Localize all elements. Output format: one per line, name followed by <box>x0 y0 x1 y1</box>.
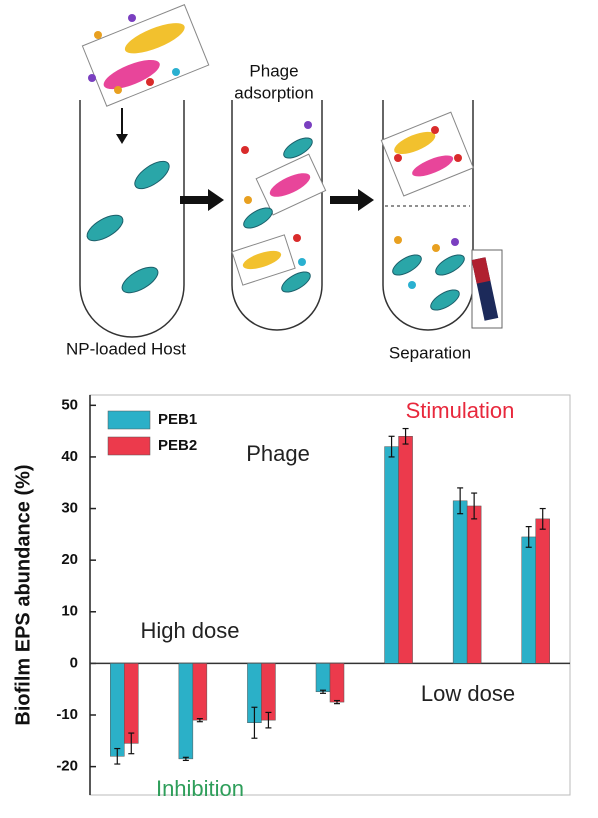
y-tick-label: -20 <box>56 758 78 775</box>
error-bar <box>114 747 121 765</box>
bar <box>452 500 468 664</box>
y-tick-label: 10 <box>61 603 78 620</box>
y-tick-label: 20 <box>61 551 78 568</box>
bar <box>521 536 536 664</box>
bar <box>261 663 276 721</box>
y-tick-label: -10 <box>56 706 78 723</box>
annotation: High dose <box>140 618 239 643</box>
bar <box>110 663 125 757</box>
phages <box>88 14 462 289</box>
bar <box>315 663 331 693</box>
panel <box>231 234 296 286</box>
diagram-label: NP-loaded Host <box>66 339 186 358</box>
error-bar <box>402 427 409 445</box>
tube <box>79 100 185 338</box>
error-bar <box>388 435 395 458</box>
error-bar <box>128 732 135 755</box>
magnet <box>471 249 503 329</box>
bar <box>535 518 550 664</box>
annotation: Stimulation <box>406 398 515 423</box>
panel <box>81 4 210 107</box>
y-tick-label: 0 <box>70 654 78 671</box>
y-tick-label: 40 <box>61 448 78 465</box>
legend-label: PEB2 <box>158 437 197 454</box>
error-bar <box>471 492 478 520</box>
bar <box>329 663 345 703</box>
panel <box>380 111 474 197</box>
bar <box>192 663 208 721</box>
diagram: Phage adsorption NP-loaded Host Separati… <box>66 4 503 362</box>
bar <box>124 663 139 744</box>
arrow-head <box>116 134 128 144</box>
error-bar <box>539 507 546 530</box>
diagram-label: Phage <box>249 61 298 80</box>
diagram-label: Separation <box>389 343 471 362</box>
error-bar <box>196 718 203 723</box>
legend-label: PEB1 <box>158 411 197 428</box>
tube <box>382 100 474 331</box>
bar <box>466 505 482 664</box>
arrow <box>330 189 374 211</box>
bar <box>384 446 399 664</box>
legend-swatch <box>107 410 151 430</box>
error-bar <box>320 689 326 694</box>
arrow <box>180 189 224 211</box>
error-bar <box>457 487 464 515</box>
tube <box>231 100 323 331</box>
y-axis-title: Biofilm EPS abundance (%) <box>12 464 34 725</box>
error-bar <box>265 711 272 729</box>
plot-frame <box>89 394 571 796</box>
error-bar <box>525 526 532 548</box>
annotation: Low dose <box>421 681 515 706</box>
y-tick-label: 50 <box>61 396 78 413</box>
error-bar <box>182 756 189 762</box>
error-bar <box>334 699 340 705</box>
annotation: Inhibition <box>156 776 244 801</box>
annotation: Phage <box>246 441 310 466</box>
bar <box>398 436 413 664</box>
bar <box>178 663 194 760</box>
legend-swatch <box>107 436 151 456</box>
error-bar <box>251 706 258 739</box>
y-tick-label: 30 <box>61 500 78 517</box>
cells <box>86 137 465 311</box>
panel <box>255 153 327 216</box>
diagram-label: adsorption <box>234 83 313 102</box>
